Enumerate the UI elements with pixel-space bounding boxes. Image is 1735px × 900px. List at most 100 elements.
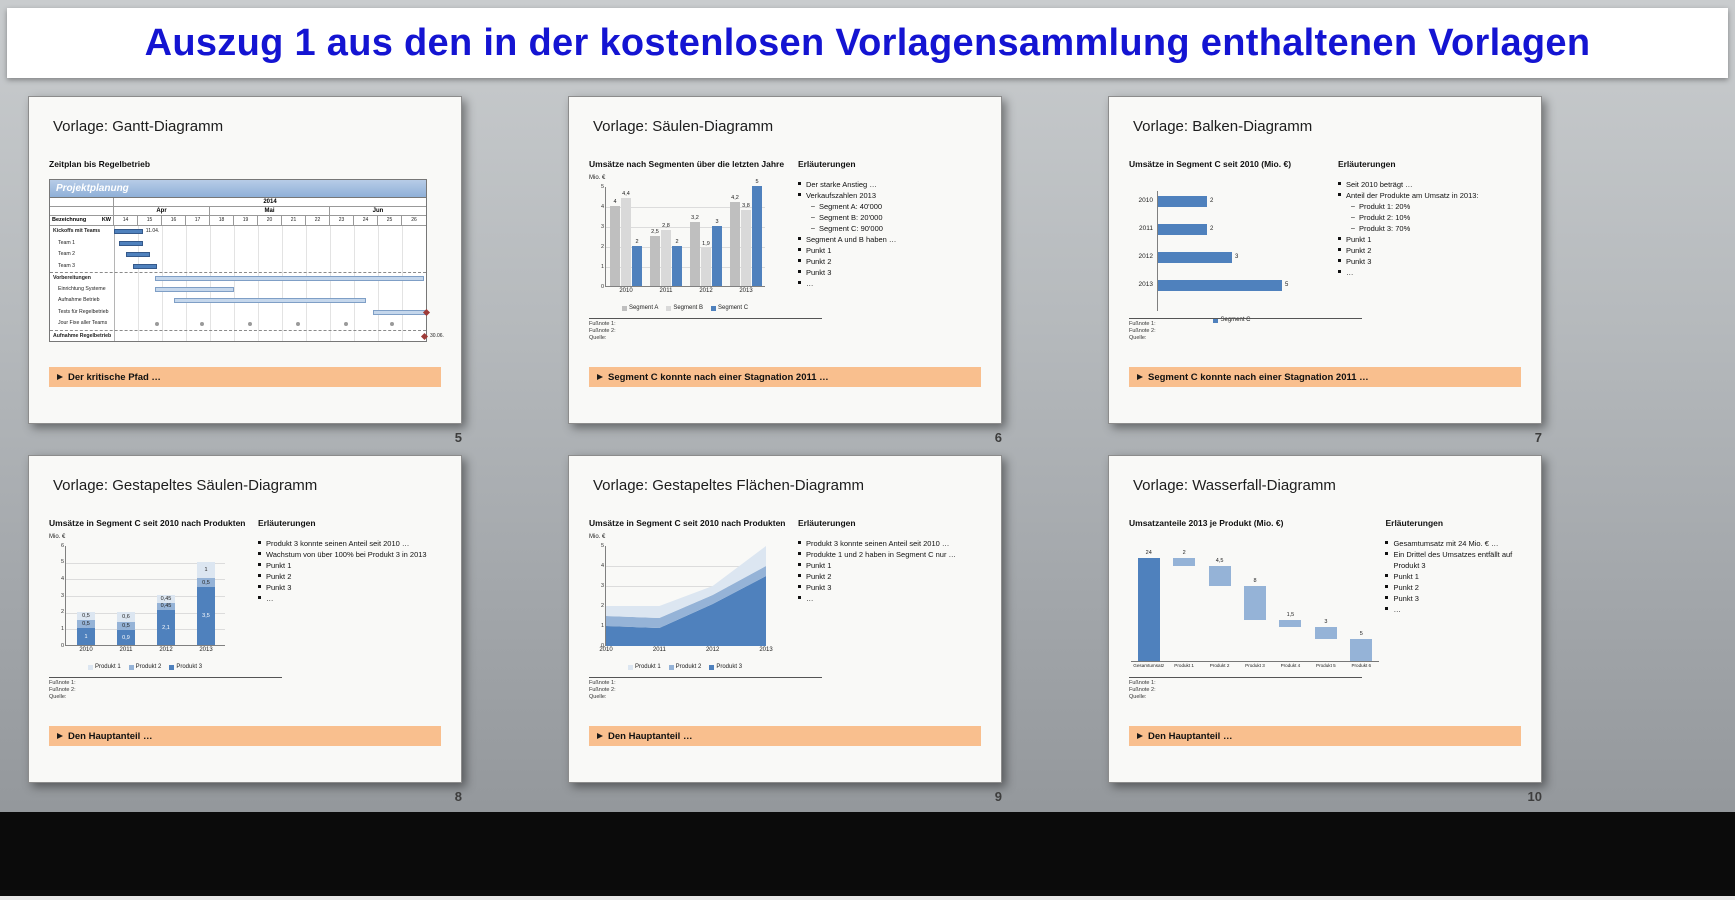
bullet-text: Punkt 3 [265, 583, 292, 592]
bullet-marker-icon [797, 234, 806, 245]
page-number: 9 [994, 789, 1002, 804]
bullet-text: Punkt 3 [805, 583, 832, 592]
chart-title: Umsatzanteile 2013 je Produkt (Mio. €) [1129, 518, 1284, 528]
gantt-task-row: Team 3 [50, 261, 426, 273]
page-title: Auszug 1 aus den in der kostenlosen Vorl… [144, 21, 1591, 64]
x-tick-label: 2013 [759, 647, 773, 653]
legend-label: Produkt 1 [94, 664, 121, 670]
bar-value-label: 3,2 [691, 215, 699, 221]
gantt-week-number: 19 [234, 216, 258, 225]
gantt-week-row: Bezeichnung KW 14 15 16 17 18 19 20 21 22 23 24 25 26 [50, 216, 426, 226]
bar-value-label: 1,9 [702, 241, 710, 247]
gridline [66, 562, 225, 564]
chart-title: Umsätze in Segment C seit 2010 (Mio. €) [1129, 159, 1292, 169]
bar-row: 2010 2 [1129, 195, 1341, 207]
y-tick-label: 4 [600, 562, 604, 569]
callout-banner: Segment C konnte nach einer Stagnation 2… [1129, 367, 1521, 387]
bullet-item: Punkt 2 [797, 571, 989, 582]
y-axis-label: Mio. € [589, 175, 606, 181]
gantt-task-name: Aufnahme Regelbetrieb [53, 332, 112, 339]
gantt-task-name: Team 3 [58, 262, 76, 269]
explanations-title: Erläuterungen [1337, 159, 1396, 169]
bar-row: 2012 3 [1129, 251, 1341, 263]
x-tick-label: 2012 [699, 288, 713, 294]
waterfall-bar [1350, 639, 1373, 661]
footnote-1: Fußnote 1: [49, 680, 76, 686]
square-bullet-icon [1385, 607, 1389, 610]
bullet-item: – Segment B: 20'000 [798, 212, 989, 223]
waterfall-bar [1244, 585, 1266, 621]
page-number: 7 [1534, 430, 1542, 445]
bullet-item: Punkt 3 [797, 267, 989, 278]
bullet-marker-icon [797, 582, 806, 593]
callout-text: Den Hauptanteil … [1148, 730, 1233, 742]
square-bullet-icon [1385, 585, 1389, 588]
bullet-item: Produkt 3 konnte seinen Anteil seit 2010… [257, 538, 449, 549]
gantt-task-row: Team 1 [50, 238, 426, 250]
square-bullet-icon [797, 563, 801, 566]
stack-segment [117, 630, 135, 645]
bullet-marker-icon [1337, 256, 1346, 267]
gantt-milestone-label: 30.06. [430, 332, 444, 339]
gantt-gridline [306, 226, 307, 341]
square-bullet-icon [1337, 237, 1341, 240]
square-bullet-icon [1337, 248, 1341, 251]
gantt-task-name: Team 1 [58, 239, 76, 246]
bullet-marker-icon [797, 571, 806, 582]
bullet-item: Segment A und B haben … [797, 234, 989, 245]
jour-fixe-dot-icon [296, 322, 301, 326]
x-tick-label: 2013 [739, 288, 753, 294]
explanations-list: Seit 2010 beträgt … Anteil der Produkte a… [1337, 179, 1529, 278]
bullet-item: – Segment C: 90'000 [798, 223, 989, 234]
arrow-icon [597, 733, 603, 739]
y-tick-label: 1 [600, 622, 604, 629]
gantt-week-number: 24 [354, 216, 378, 225]
bar-value-label: 5 [755, 179, 759, 185]
square-bullet-icon [797, 596, 801, 599]
chart-title: Umsätze in Segment C seit 2010 nach Prod… [49, 518, 246, 528]
bullet-text: Wachstum von über 100% bei Produkt 3 in … [265, 550, 427, 559]
explanations-list: Der starke Anstieg … Verkaufszahlen 2013–… [797, 179, 989, 289]
explanations-title: Erläuterungen [1385, 518, 1444, 528]
bar-value-label: 4,4 [622, 191, 630, 197]
x-category-label: Produkt 1 [1174, 663, 1194, 668]
source-label: Quelle: [49, 694, 67, 700]
bullet-marker-icon [797, 190, 806, 201]
gantt-week-number: 15 [138, 216, 162, 225]
square-bullet-icon [1385, 552, 1389, 555]
callout-banner: Der kritische Pfad … [49, 367, 441, 387]
waterfall-chart: 24 Gesamtumsatz 2 Produkt 1 4,5 Produkt 2 8 Pro… [1129, 534, 1387, 694]
gantt-year-row: 2014 [50, 198, 426, 207]
bullet-item: Punkt 2 [797, 256, 989, 267]
bar-value-label: 2,5 [651, 229, 659, 235]
gantt-month-cell: Apr [114, 207, 210, 215]
footnotes: Fußnote 1: Fußnote 2: Quelle: [49, 677, 283, 701]
area-series [606, 576, 766, 646]
y-axis-label: Mio. € [49, 534, 66, 540]
gantt-task-name: Jour Fixe aller Teams [58, 320, 108, 326]
callout-text: Den Hauptanteil … [68, 730, 153, 742]
bullet-item: Wachstum von über 100% bei Produkt 3 in … [257, 549, 449, 560]
gantt-month-cell: Jun [372, 208, 384, 214]
y-tick-label: 3 [60, 592, 64, 599]
y-tick-label: 5 [600, 183, 604, 190]
bullet-text: Punkt 3 [1345, 257, 1372, 266]
callout-banner: Den Hauptanteil … [1129, 726, 1521, 746]
milestone-diamond-icon [422, 308, 431, 317]
bullet-text: Punkt 3 [805, 268, 832, 277]
bullet-item: – Produkt 3: 70% [1338, 223, 1529, 234]
stacked-column-chart: Mio. € 0 1 2 3 4 5 6 1 0,5 0,5 2010 0,9 0,5 0,6 2011 2,1… [49, 534, 261, 694]
bullet-text: Segment A: 40'000 [818, 202, 883, 211]
bullet-marker-icon: – [1350, 214, 1355, 221]
y-tick-label: 4 [60, 575, 64, 582]
square-bullet-icon [1385, 541, 1389, 544]
gantt-week-number: 26 [411, 217, 417, 223]
gantt-bar [154, 276, 424, 281]
bar-chart-plot: 2010 2 2011 2 2012 3 2013 5 [1129, 175, 1341, 335]
gridline [66, 612, 225, 614]
bullet-marker-icon [797, 549, 806, 560]
x-tick-label: 2010 [599, 647, 613, 653]
chart-legend: Produkt 1 Produkt 2 Produkt 3 [605, 664, 765, 670]
x-category-label: Produkt 5 [1316, 663, 1336, 668]
bullet-text: Punkt 2 [805, 257, 832, 266]
